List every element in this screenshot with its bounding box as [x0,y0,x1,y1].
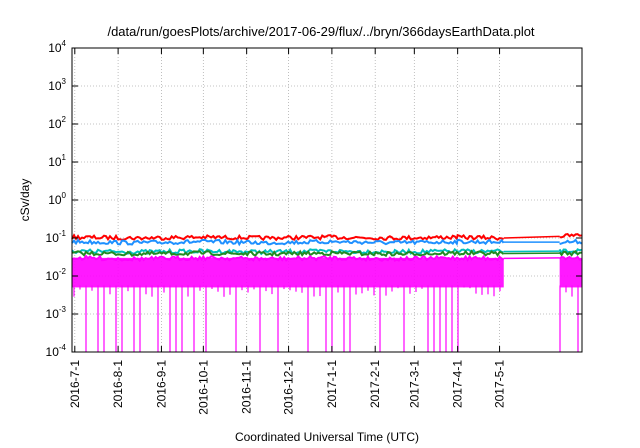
y-tick-label: 100 [48,191,66,207]
y-axis-ticks: 10-4 10-3 10-2 10-1 100 101 102 103 104 [46,39,582,359]
x-tick-label: 2017-2-1 [368,360,382,408]
series-line-3 [558,250,582,257]
x-axis-label: Coordinated Universal Time (UTC) [235,430,419,444]
y-axis-label: cSv/day [18,179,32,222]
series-gap-bridge-4 [503,257,560,260]
x-tick-label: 2016-12-1 [282,360,296,415]
x-tick-label: 2016-10-1 [196,360,210,415]
y-tick-label: 10-1 [46,229,67,245]
y-tick-label: 10-4 [46,343,67,359]
series-line-4 [71,254,505,263]
series-gap-bridge-0 [503,235,560,239]
series-band-magenta [72,257,504,288]
x-tick-label: 2016-11-1 [240,360,254,414]
y-tick-label: 103 [48,77,66,93]
series-band-magenta [559,257,582,288]
series-line-2 [558,248,582,255]
x-tick-label: 2016-7-1 [68,360,82,408]
x-tick-label: 2017-4-1 [451,360,465,408]
x-tick-label: 2016-8-1 [111,360,125,408]
x-tick-label: 2016-9-1 [154,360,168,408]
y-tick-label: 102 [48,115,66,131]
x-tick-label: 2017-5-1 [493,360,507,408]
series-line-4 [558,255,582,261]
y-tick-label: 101 [48,153,66,169]
y-tick-label: 104 [48,39,66,55]
x-tick-label: 2017-1-1 [325,360,339,408]
y-tick-label: 10-2 [46,267,67,283]
x-axis-ticks: 2016-7-1 2016-8-1 2016-9-1 2016-10-1 2016-11… [68,48,507,415]
series-line-0 [71,233,504,242]
grid [72,47,582,353]
chart-title: /data/run/goesPlots/archive/2017-06-29/f… [107,24,534,39]
x-tick-label: 2017-3-1 [407,360,421,408]
series-line-1 [559,238,583,245]
series-line-1 [71,238,505,247]
y-tick-label: 10-3 [46,305,67,321]
series-line-0 [559,233,582,239]
series-line-3 [71,249,505,258]
series-layer [71,233,583,352]
